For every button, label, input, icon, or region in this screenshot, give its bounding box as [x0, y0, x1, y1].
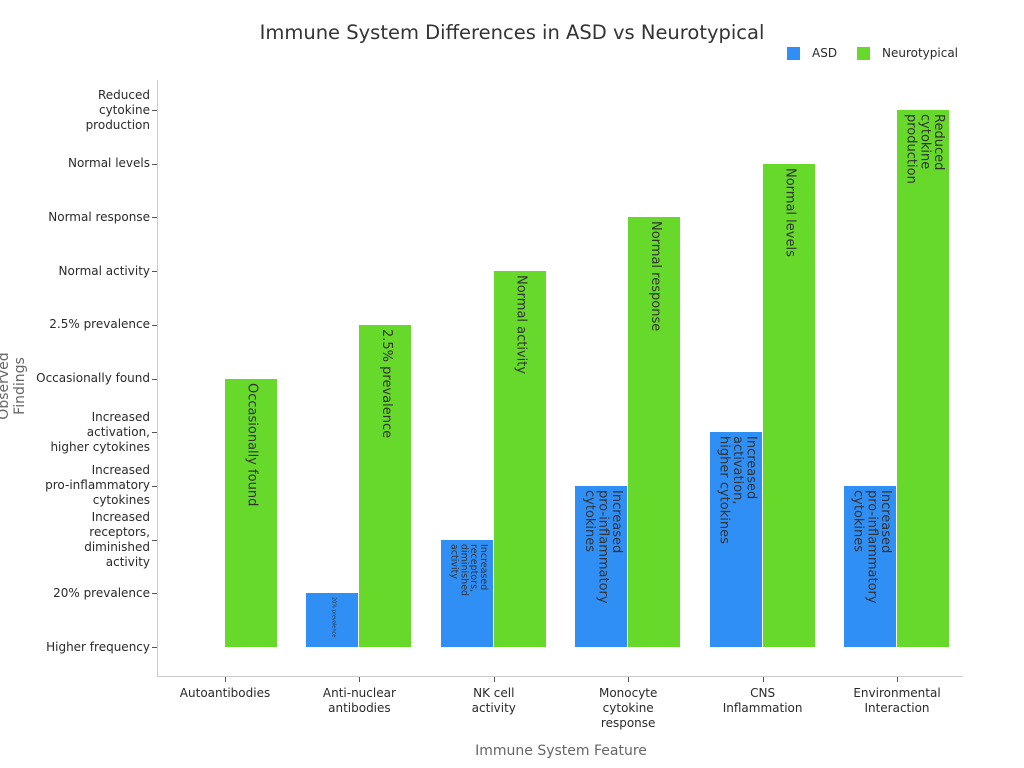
y-tick-label: Increased receptors, diminished activity — [84, 509, 150, 569]
y-tick-mark — [152, 271, 157, 273]
y-tick-label: Increased activation, higher cytokines — [50, 409, 150, 454]
bar-neurotypical — [359, 324, 412, 647]
legend-label: ASD — [812, 46, 838, 60]
y-tick-label: Normal activity — [58, 263, 150, 278]
y-tick-label: Occasionally found — [36, 371, 150, 385]
bar-label: Reduced cytokine production — [903, 114, 946, 184]
y-tick-label: 2.5% prevalence — [49, 317, 150, 332]
bar-label: Normal levels — [782, 167, 798, 257]
bar-asd — [709, 432, 762, 647]
y-tick-mark — [152, 217, 157, 219]
bar-label: Normal response — [647, 221, 663, 332]
bar-label: Increased pro-inflammatory cytokines — [850, 489, 893, 604]
y-tick-mark — [152, 432, 157, 434]
bar-label: Occasionally found — [244, 382, 260, 506]
chart-title: Immune System Differences in ASD vs Neur… — [259, 21, 765, 44]
y-tick-mark — [152, 593, 157, 595]
bar-neurotypical — [897, 110, 949, 647]
bar-label: Increased activation, higher cytokines — [716, 436, 759, 545]
y-tick-mark — [152, 378, 157, 380]
bar-label: 20% prevalence — [330, 597, 337, 638]
x-tick-label: Anti-nuclear antibodies — [322, 686, 396, 715]
y-tick-mark — [152, 539, 157, 541]
bar-asd — [440, 539, 493, 647]
legend-label: Neurotypical — [882, 46, 959, 60]
x-tick-mark — [359, 677, 361, 682]
y-tick-mark — [152, 110, 157, 111]
x-tick-mark — [628, 677, 630, 682]
legend-swatch — [787, 46, 800, 60]
legend-swatch — [857, 46, 870, 60]
bar-label: 2.5% prevalence — [379, 328, 395, 438]
bar-neurotypical — [762, 163, 815, 647]
y-tick-label: 20% prevalence — [53, 585, 150, 600]
bar-asd — [844, 485, 896, 647]
y-tick-mark — [152, 647, 157, 648]
y-tick-label: Higher frequency — [46, 639, 150, 654]
bar-neurotypical — [628, 217, 681, 647]
legend-item: Neurotypical — [857, 46, 958, 60]
bar-label: Increased pro-inflammatory cytokines — [581, 489, 625, 604]
y-tick-label: Reduced cytokine production — [85, 87, 150, 132]
bar-asd — [306, 593, 359, 647]
x-tick-label: Monocyte cytokine response — [598, 686, 658, 730]
x-tick-mark — [493, 677, 495, 682]
y-tick-label: Increased pro-inflammatory cytokines — [45, 463, 150, 508]
x-tick-label: Autoantibodies — [179, 686, 271, 700]
legend-item: ASD — [787, 46, 837, 60]
y-tick-mark — [152, 163, 157, 165]
x-tick-mark — [762, 677, 764, 682]
x-tick-label: CNS Inflammation — [722, 686, 803, 715]
x-tick-label: Environmental Interaction — [853, 686, 941, 715]
x-axis-title: Immune System Feature — [475, 743, 647, 759]
x-tick-mark — [225, 677, 226, 682]
bar-label: Normal activity — [513, 275, 529, 375]
y-tick-label: Normal response — [48, 209, 150, 224]
x-tick-mark — [897, 677, 898, 682]
y-tick-mark — [152, 485, 157, 487]
y-tick-mark — [152, 324, 157, 326]
bar-neurotypical — [225, 378, 277, 647]
bar-neurotypical — [493, 271, 546, 647]
plot-area — [157, 80, 963, 677]
y-tick-label: Normal levels — [67, 156, 150, 171]
x-tick-label: NK cell activity — [471, 686, 516, 715]
bar-label: Increased receptors, diminished activity — [448, 543, 490, 596]
bar-asd — [575, 485, 628, 647]
